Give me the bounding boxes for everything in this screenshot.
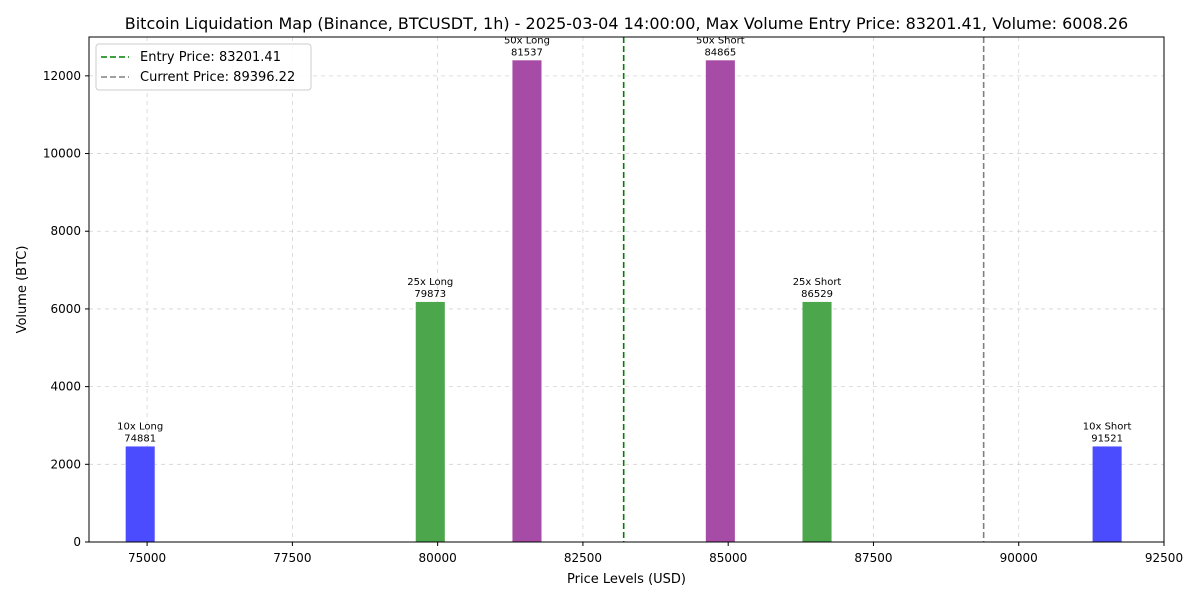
bar-price-label-25x-short: 86529 [801,289,833,300]
x-tick-label: 82500 [564,551,602,565]
x-tick-label: 75000 [128,551,166,565]
y-axis-title: Volume (BTC) [15,246,30,334]
legend-label-entry-price: Entry Price: 83201.41 [140,50,281,65]
bar-25x-long [415,301,445,542]
bar-price-label-50x-long: 81537 [511,47,543,58]
x-tick-label: 87500 [854,551,892,565]
bar-label-50x-long: 50x Long [504,35,550,46]
x-tick-label: 92500 [1145,551,1183,565]
legend-box [95,43,312,91]
legend: Entry Price: 83201.41 Current Price: 8939… [95,43,312,91]
bar-50x-long [512,60,542,543]
y-tick-label: 4000 [50,380,81,394]
grid-layer [89,37,1165,543]
x-tick-label: 85000 [709,551,747,565]
y-tick-label: 0 [73,535,81,549]
bar-price-label-50x-short: 84865 [704,47,736,58]
bar-label-10x-long: 10x Long [117,421,163,432]
bar-50x-short [705,60,735,543]
bar-label-25x-long: 25x Long [407,277,453,288]
bar-label-50x-short: 50x Short [696,35,745,46]
legend-label-current-price: Current Price: 89396.22 [140,70,295,85]
bar-price-label-10x-long: 74881 [124,433,156,444]
bar-label-10x-short: 10x Short [1083,421,1132,432]
y-tick-label: 2000 [50,457,81,471]
bars-layer [125,60,1122,543]
bar-10x-short [1092,446,1122,542]
bar-10x-long [125,446,155,542]
bar-label-25x-short: 25x Short [793,277,842,288]
x-axis-title: Price Levels (USD) [567,572,686,587]
bar-price-label-25x-long: 79873 [414,289,446,300]
bar-price-label-10x-short: 91521 [1091,433,1123,444]
y-tick-label: 12000 [43,69,81,83]
reference-lines-layer [622,37,985,542]
x-tick-label: 80000 [419,551,457,565]
y-tick-label: 8000 [50,224,81,238]
ticks-layer: 75000 77500 80000 82500 85000 87500 90000 92500… [43,69,1183,565]
y-tick-label: 6000 [50,302,81,316]
x-tick-label: 90000 [1000,551,1038,565]
plot-frame [88,36,1165,543]
bar-25x-short [802,301,832,542]
chart-title: Bitcoin Liquidation Map (Binance, BTCUSD… [125,14,1128,33]
y-tick-label: 10000 [43,147,81,161]
x-tick-label: 77500 [273,551,311,565]
